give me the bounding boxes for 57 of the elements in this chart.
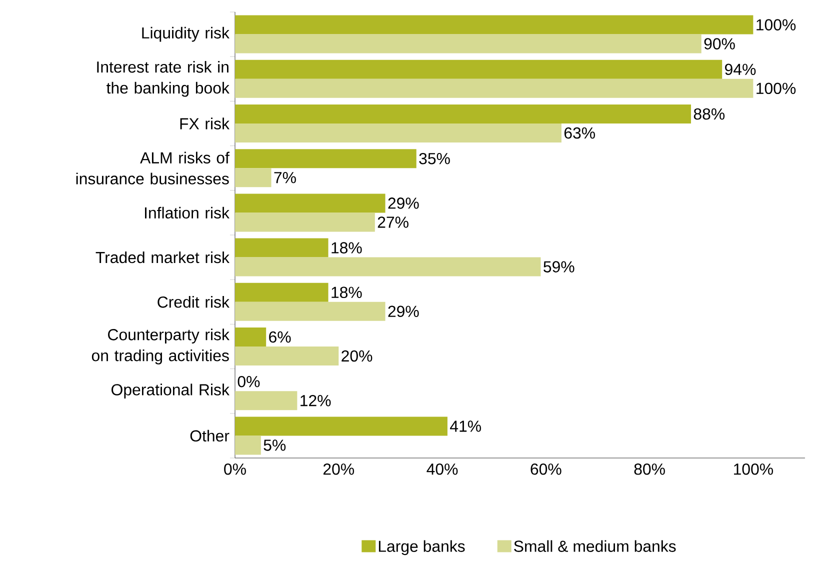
data-label: 88% <box>694 108 725 120</box>
data-label: 100% <box>756 19 796 30</box>
bar <box>235 15 754 34</box>
y-tick-label: Interest rate risk in the banking book <box>97 61 230 97</box>
data-label: 90% <box>704 38 735 50</box>
legend-label: Large banks <box>378 540 465 556</box>
data-label: 35% <box>419 152 450 164</box>
data-label: 0% <box>238 376 260 388</box>
bar <box>235 123 562 142</box>
y-tick-label: Counterparty risk on trading activities <box>92 328 230 364</box>
bar <box>235 212 375 232</box>
data-label: 27% <box>378 216 408 228</box>
data-label: 29% <box>388 198 419 209</box>
y-tick-label: Inflation risk <box>145 206 230 219</box>
x-tick-label: 80% <box>634 464 665 475</box>
bar <box>235 34 702 54</box>
data-label: 20% <box>342 350 372 362</box>
bar <box>235 149 416 168</box>
x-tick-label: 40% <box>426 464 458 475</box>
data-label: 5% <box>264 440 286 451</box>
data-label: 63% <box>564 127 595 139</box>
data-label: 100% <box>756 82 796 94</box>
x-tick-label: 100% <box>734 464 773 475</box>
y-tick-label: Liquidity risk <box>142 26 230 42</box>
x-tick-label: 60% <box>530 464 562 475</box>
data-label: 18% <box>332 242 362 254</box>
data-label: 94% <box>725 64 756 76</box>
bar <box>235 78 754 98</box>
data-label: 18% <box>332 286 362 298</box>
x-tick-label: 20% <box>323 464 354 475</box>
bar <box>235 391 298 410</box>
bar <box>235 436 261 455</box>
y-tick-label: Other <box>190 430 230 442</box>
data-label: 6% <box>269 331 291 343</box>
bar <box>235 104 692 124</box>
y-tick-label: FX risk <box>180 118 230 130</box>
bar <box>235 346 339 366</box>
y-tick-label: Traded market risk <box>96 251 230 264</box>
y-tick-label: Operational Risk <box>112 384 230 399</box>
bar <box>235 302 386 321</box>
data-label: 41% <box>450 420 481 432</box>
bar <box>235 282 328 302</box>
y-tick-label: ALM risks of insurance businesses <box>76 152 230 184</box>
bar <box>235 194 386 213</box>
bar <box>235 328 266 347</box>
data-label: 59% <box>544 261 574 272</box>
bar <box>235 60 722 79</box>
data-label: 7% <box>274 172 296 184</box>
data-label: 29% <box>388 306 419 318</box>
bar <box>235 257 541 276</box>
bar <box>235 238 328 258</box>
bar <box>235 168 272 188</box>
legend-label: Small & medium banks <box>514 540 676 552</box>
x-tick-label: 0% <box>224 464 246 475</box>
data-label: 12% <box>300 395 331 406</box>
bar <box>235 416 448 436</box>
y-tick-label: Credit risk <box>158 296 230 308</box>
